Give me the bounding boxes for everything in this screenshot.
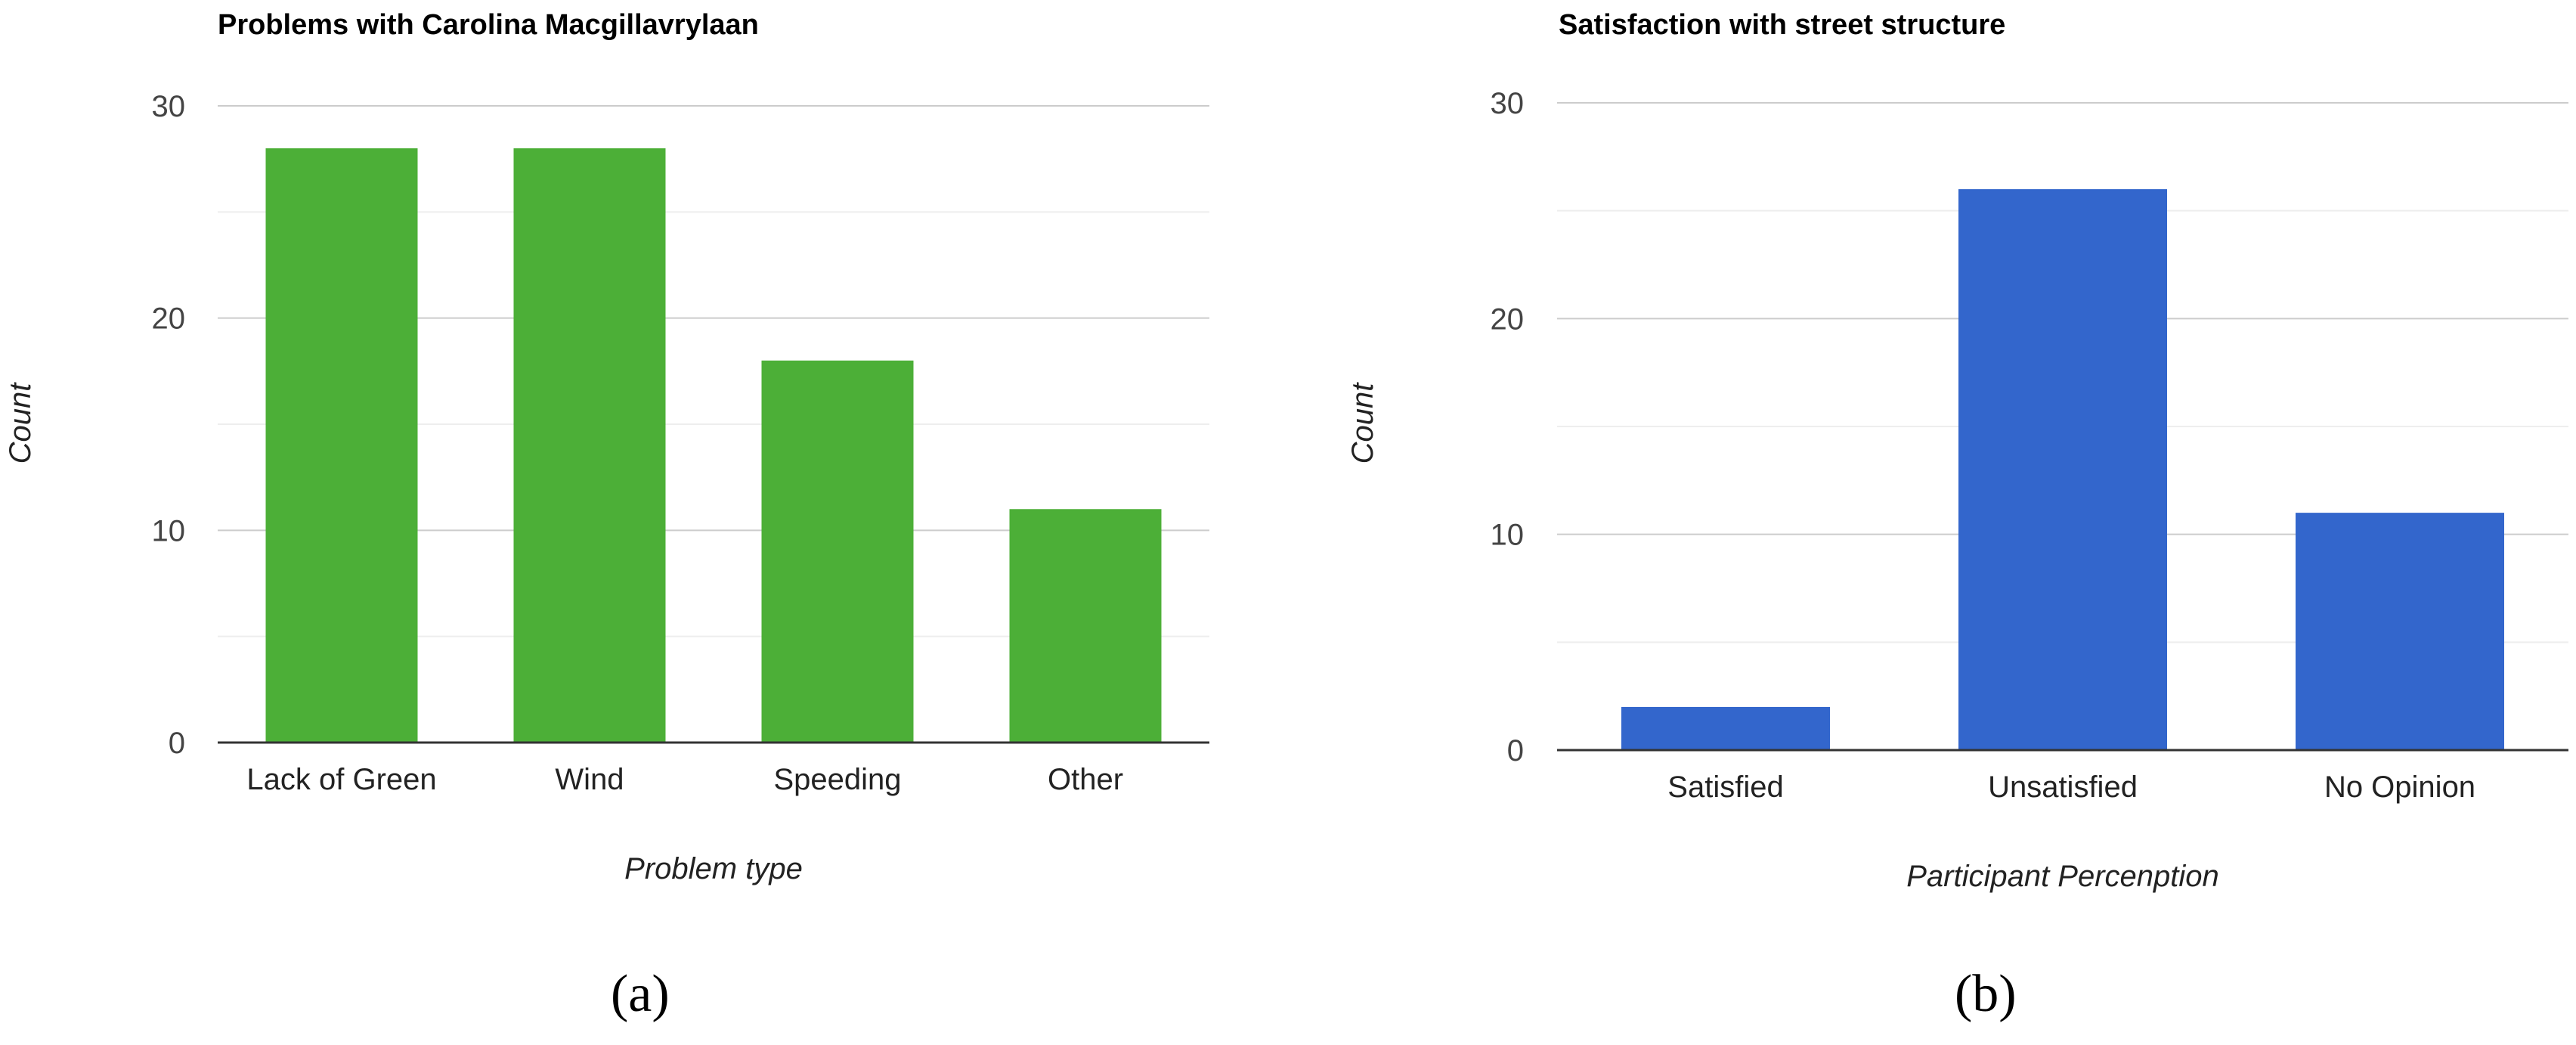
bar-chart-b: 0 10 20 30 Satisfied Unsatisfied No Opinion Par… [1346,87,2568,893]
bar [761,360,914,743]
y-tick-label: 30 [1491,87,1525,120]
y-axis-title: Count [4,382,37,464]
x-tick-label: Speeding [773,763,901,796]
bar [1621,706,1830,750]
y-tick-label: 30 [152,90,186,123]
chart-panel-a: 0 10 20 30 Lack of Green Wind Speeding Other Pro… [4,9,1209,1023]
y-tick-label: 10 [1491,519,1525,552]
x-tick-label: Other [1048,763,1123,796]
x-tick-label: Wind [555,763,624,796]
x-axis-title: Participant Percenption [1906,860,2219,893]
x-tick-label: Unsatisfied [1988,771,2138,804]
bar [2296,513,2504,750]
bar [513,148,666,743]
y-tick-label: 10 [152,514,186,547]
chart-title-b: Satisfaction with street structure [1559,9,2006,41]
x-tick-label: No Opinion [2324,771,2475,804]
bar [1958,189,2167,751]
bar [265,148,418,743]
chart-panel-b: 0 10 20 30 Satisfied Unsatisfied No Opinion Par… [1288,0,2576,1045]
y-tick-label: 0 [169,727,185,760]
x-axis-title: Problem type [624,852,803,885]
x-tick-label: Lack of Green [246,763,436,796]
bar-chart-a: 0 10 20 30 Lack of Green Wind Speeding Other Pro… [4,90,1209,885]
panel-caption-a: (a) [611,965,670,1023]
y-axis-title: Count [1346,382,1379,464]
bar [1009,509,1162,743]
y-tick-label: 20 [152,302,186,336]
chart-title-a: Problems with Carolina Macgillavrylaan [218,9,759,41]
y-tick-label: 20 [1491,302,1525,336]
panel-caption-b: (b) [1955,965,2017,1023]
y-tick-label: 0 [1507,734,1524,767]
x-tick-label: Satisfied [1667,771,1783,804]
